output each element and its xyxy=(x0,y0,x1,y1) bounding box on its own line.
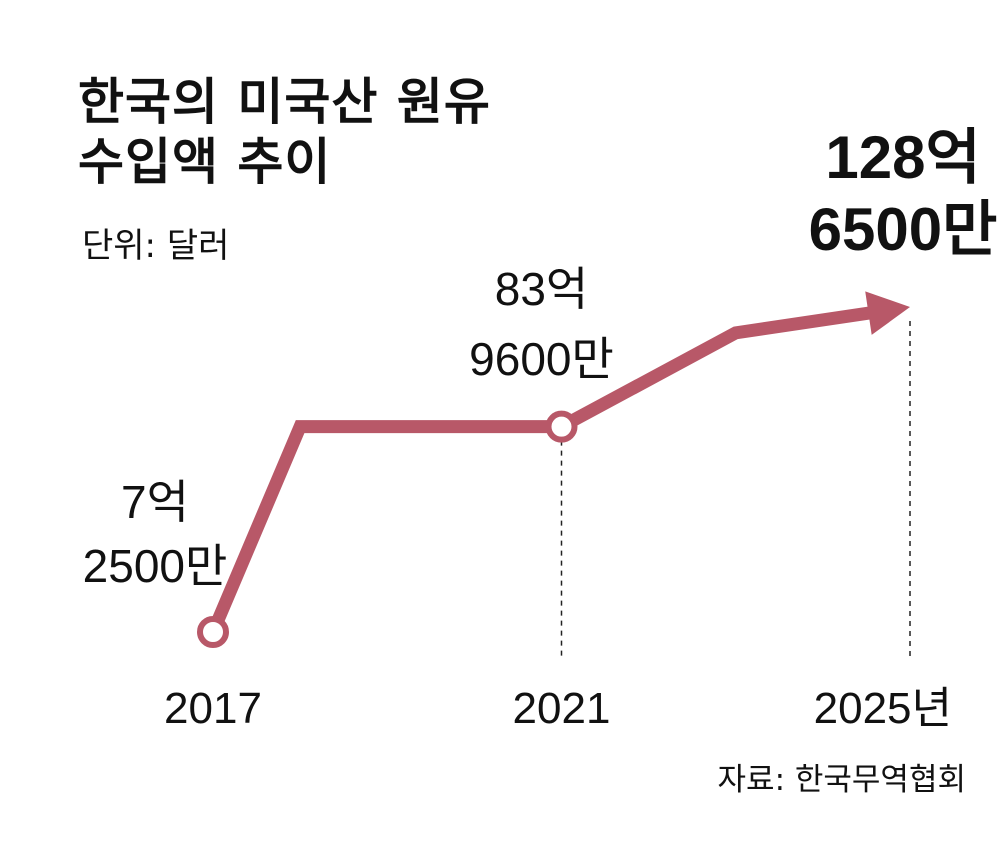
chart-title-line-2: 수입액 추이 xyxy=(78,133,332,191)
data-label-2025-line-1: 128억 xyxy=(825,124,980,191)
chart-title-line-1: 한국의 미국산 원유 xyxy=(78,73,491,131)
data-label-2017-line-2: 2500만 xyxy=(83,540,228,592)
arrowhead-marker xyxy=(865,291,910,335)
data-label-2021-line-2: 9600만 xyxy=(469,333,614,385)
data-label-2017-line-1: 7억 xyxy=(121,476,189,528)
x-tick-label-2017: 2017 xyxy=(164,684,262,733)
data-point-marker-2021 xyxy=(545,410,578,443)
source-note: 자료: 한국무역협회 xyxy=(717,762,966,798)
data-point-marker-2017 xyxy=(197,616,229,648)
unit-label: 단위: 달러 xyxy=(82,226,230,266)
x-tick-label-2021: 2021 xyxy=(513,684,611,733)
chart-title: 한국의 미국산 원유 수입액 추이 xyxy=(78,72,491,192)
x-tick-label-2025: 2025년 xyxy=(814,684,952,733)
data-label-2025-line-2: 6500만 xyxy=(809,196,998,263)
data-label-2021-line-1: 83억 xyxy=(495,263,589,315)
